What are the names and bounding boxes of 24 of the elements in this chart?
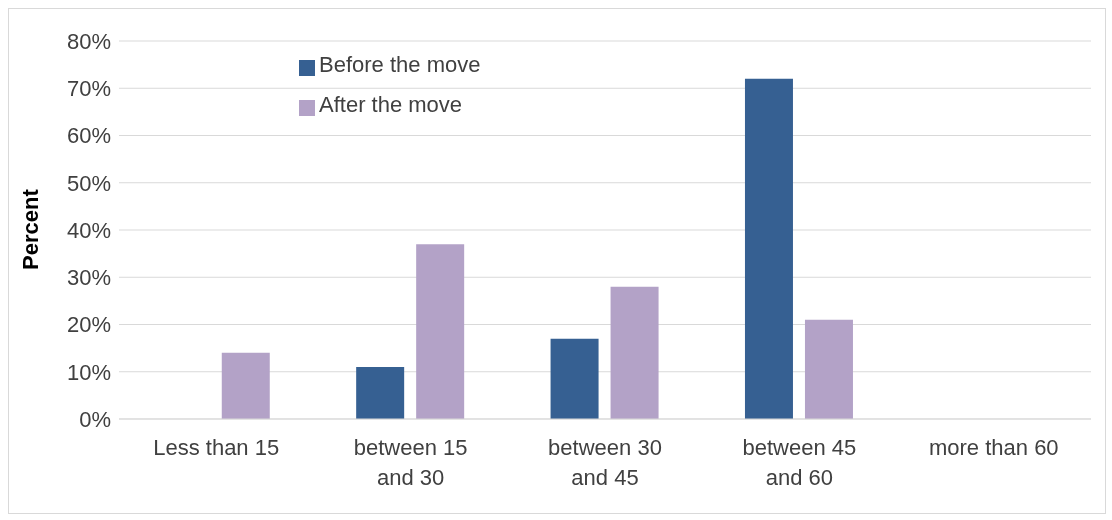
legend-label: Before the move (319, 52, 481, 77)
bar (744, 78, 793, 419)
x-tick-label: between 45 and 60 (742, 435, 857, 490)
bar (356, 367, 405, 419)
x-tick-label: between 15 and 30 (353, 435, 468, 490)
x-tick-label: more than 60 (928, 435, 1059, 460)
x-tick-label: Less than 15 (153, 435, 280, 460)
y-tick-label: 60% (66, 123, 111, 149)
y-tick-label: 20% (66, 312, 111, 338)
bar (416, 244, 465, 419)
bar (804, 319, 853, 419)
y-axis-title: Percent (17, 188, 43, 270)
y-tick-label: 80% (66, 28, 111, 54)
legend-label: After the move (319, 92, 463, 117)
y-tick-label: 30% (66, 265, 111, 291)
y-tick-label: 40% (66, 217, 111, 243)
bar (610, 286, 659, 419)
bar (221, 352, 270, 419)
y-tick-label: 70% (66, 76, 111, 102)
x-tick-label: between 30 and 45 (548, 435, 662, 490)
y-tick-label: 10% (66, 359, 111, 385)
y-tick-label: 0% (79, 406, 111, 432)
bar (550, 338, 599, 419)
y-tick-label: 50% (66, 170, 111, 196)
